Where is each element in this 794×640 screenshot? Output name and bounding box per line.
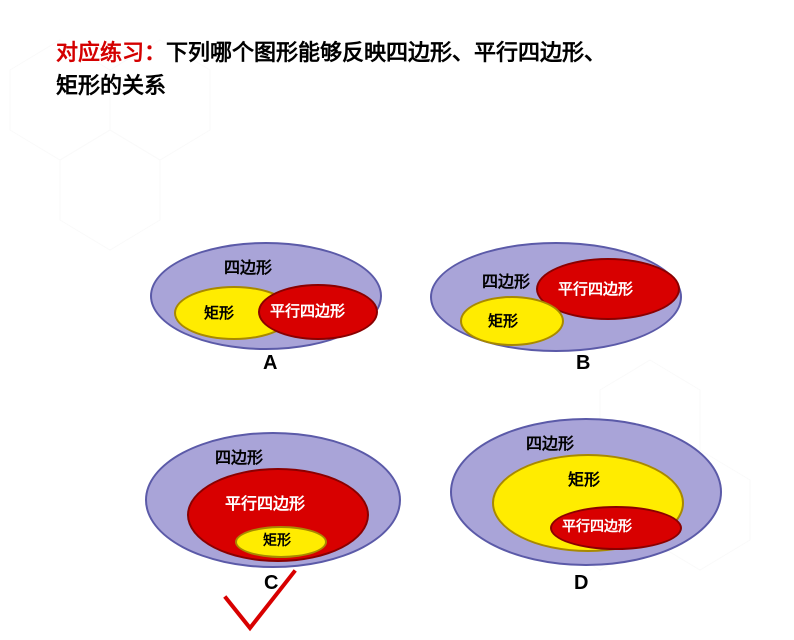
title-line2: 矩形的关系 [56,73,166,98]
question-title: 对应练习：下列哪个图形能够反映四边形、平行四边形、 矩形的关系 [0,0,794,102]
title-line1: 下列哪个图形能够反映四边形、平行四边形、 [166,40,606,65]
option-B: 四边形 平行四边形矩形 [430,242,690,362]
label-quad: 四边形 [215,444,263,468]
label-parallelogram: 平行四边形 [225,490,305,514]
option-C: 四边形平行四边形矩形 [145,432,405,582]
option-label-D: D [574,572,588,595]
title-prefix: 对应练习： [56,40,166,65]
label-quad: 四边形 [526,430,574,454]
option-label-A: A [263,352,277,375]
option-A: 四边形矩形 平行四边形 [150,242,390,362]
label-rectangle: 矩形 [488,310,518,331]
option-label-B: B [576,352,590,375]
label-rectangle: 矩形 [568,466,600,490]
label-rectangle: 矩形 [204,302,234,323]
label-quad: 四边形 [482,268,530,292]
label-rectangle: 矩形 [263,530,291,550]
label-parallelogram: 平行四边形 [270,300,345,321]
options-grid: 四边形矩形平行四边形A四边形平行四边形矩形B四边形平行四边形矩形C四边形矩形平行… [0,102,794,572]
label-quad: 四边形 [224,254,272,278]
label-parallelogram: 平行四边形 [558,278,633,299]
option-D: 四边形矩形平行四边形 [450,418,730,578]
label-parallelogram: 平行四边形 [562,516,632,536]
check-icon [220,568,300,640]
